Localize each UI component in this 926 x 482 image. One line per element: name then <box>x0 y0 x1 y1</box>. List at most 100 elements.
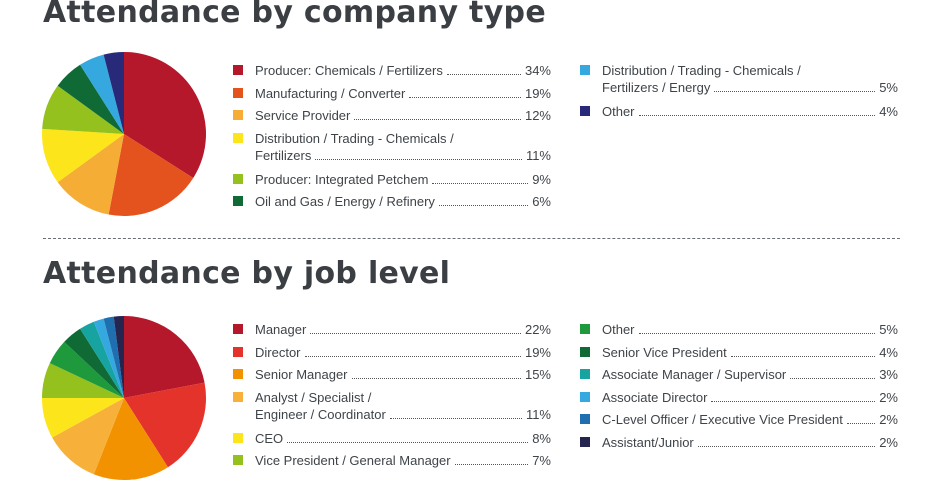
legend-label-line1: Analyst / Specialist / <box>255 389 372 405</box>
legend-label: Assistant/Junior <box>602 434 694 450</box>
legend-value: 19% <box>524 85 551 101</box>
legend-label: Service Provider <box>255 108 351 123</box>
legend-dot-leader <box>310 333 521 334</box>
legend-dot-leader <box>354 119 521 120</box>
legend-value: 15% <box>524 367 551 382</box>
pie-slice-manager <box>124 316 205 398</box>
legend-value: 34% <box>524 63 551 78</box>
legend-swatch <box>233 324 243 334</box>
legend-value: 2% <box>879 412 898 427</box>
legend-swatch <box>580 324 590 334</box>
legend-label: Vice President / General Manager <box>255 453 451 468</box>
pie-slice-analyst-specialist-engineer-coordinator <box>52 398 124 475</box>
legend-swatch <box>233 87 243 98</box>
legend-swatch <box>580 391 590 402</box>
legend-swatch <box>580 414 590 424</box>
legend-value: 2% <box>879 434 898 450</box>
legend-dot-leader <box>790 378 876 379</box>
legend-value: 11% <box>525 147 551 163</box>
legend-dot-leader <box>638 333 876 334</box>
legend-swatch <box>233 455 243 465</box>
legend-label: Other <box>602 322 635 337</box>
legend-dot-leader <box>287 441 529 443</box>
pie-slice-other <box>103 52 124 134</box>
legend-label: Manager <box>255 322 307 337</box>
legend-value: 4% <box>879 344 898 360</box>
section-divider <box>43 238 900 239</box>
legend-value: 11% <box>525 406 551 422</box>
legend-swatch <box>580 369 590 379</box>
pie-slice-producer-chemicals-fertilizers <box>124 52 206 178</box>
legend-swatch <box>580 436 590 447</box>
legend-dot-leader <box>389 417 522 419</box>
legend-swatch <box>580 65 590 75</box>
company-type-legend-left: Producer: Chemicals / Fertilizers 34% Manu… <box>233 62 551 212</box>
legend-label: Producer: Chemicals / Fertilizers <box>255 63 443 78</box>
legend-label: Senior Vice President <box>602 344 727 360</box>
legend-value: 12% <box>524 108 551 123</box>
pie-slice-senior-manager <box>93 398 168 480</box>
legend-value: 8% <box>532 430 551 446</box>
legend-label: Fertilizers / Energy <box>602 80 711 95</box>
legend-dot-leader <box>846 423 876 424</box>
pie-slice-producer-integrated-petchem <box>42 85 124 134</box>
company-type-pie <box>41 52 206 217</box>
company-type-legend-right: Distribution / Trading - Chemicals / Fert… <box>580 62 898 122</box>
legend-swatch <box>233 346 243 357</box>
legend-dot-leader <box>432 182 529 184</box>
legend-label: Senior Manager <box>255 367 348 382</box>
legend-value: 19% <box>524 344 551 360</box>
legend-label: Fertilizers <box>255 147 312 163</box>
legend-swatch <box>233 432 243 443</box>
legend-dot-leader <box>446 74 521 75</box>
legend-swatch <box>233 65 243 75</box>
pie-slice-service-provider <box>57 134 124 215</box>
pie-slice-vice-president-general-manager <box>42 363 124 398</box>
job-level-legend-left: Manager 22% Director 19% Senior Manager 15% An… <box>233 321 551 471</box>
legend-value: 6% <box>532 194 551 209</box>
legend-swatch <box>580 346 590 357</box>
legend-label: Associate Manager / Supervisor <box>602 367 787 382</box>
legend-value: 4% <box>879 104 898 119</box>
legend-swatch <box>233 196 243 206</box>
legend-value: 7% <box>532 453 551 468</box>
legend-swatch <box>233 391 243 402</box>
job-level-title: Attendance by job level <box>43 256 451 291</box>
pie-slice-associate-manager-supervisor <box>80 321 124 398</box>
legend-value: 5% <box>879 322 898 337</box>
legend-swatch <box>233 369 243 379</box>
pie-slice-director <box>124 382 207 468</box>
legend-swatch <box>233 132 243 143</box>
legend-dot-leader <box>714 91 876 92</box>
pie-slice-associate-director <box>93 318 124 398</box>
legend-label: Other <box>602 104 635 119</box>
legend-dot-leader <box>697 445 876 447</box>
legend-dot-leader <box>315 158 522 160</box>
pie-slice-senior-vice-president <box>64 328 124 398</box>
legend-label-line1: Distribution / Trading - Chemicals / <box>602 63 801 78</box>
pie-slice-distribution-trading-chemicals-fertilizers-energy <box>80 54 124 134</box>
legend-dot-leader <box>409 96 521 98</box>
legend-dot-leader <box>351 378 521 379</box>
legend-dot-leader <box>730 355 876 357</box>
legend-dot-leader <box>438 205 529 206</box>
pie-slice-ceo <box>42 398 124 438</box>
company-type-title: Attendance by company type <box>43 0 546 30</box>
legend-label-line1: Distribution / Trading - Chemicals / <box>255 130 454 146</box>
legend-label: Manufacturing / Converter <box>255 85 406 101</box>
job-level-legend-right: Other 5% Senior Vice President 4% Associate … <box>580 321 898 451</box>
job-level-pie <box>42 316 207 480</box>
legend-value: 3% <box>879 367 898 382</box>
pie-slice-manufacturing-converter <box>108 134 194 217</box>
pie-slice-c-level-officer-executive-vice-president <box>103 316 124 398</box>
legend-swatch <box>233 110 243 120</box>
legend-dot-leader <box>454 464 529 465</box>
legend-swatch <box>233 173 243 184</box>
pie-slice-assistant-junior <box>113 316 124 398</box>
pie-slice-oil-and-gas-energy-refinery <box>57 64 124 134</box>
legend-value: 9% <box>532 171 551 187</box>
legend-value: 2% <box>879 389 898 405</box>
legend-label: Associate Director <box>602 389 708 405</box>
legend-label: Engineer / Coordinator <box>255 406 386 422</box>
pie-slice-distribution-trading-chemicals-fertilizers <box>41 128 125 183</box>
